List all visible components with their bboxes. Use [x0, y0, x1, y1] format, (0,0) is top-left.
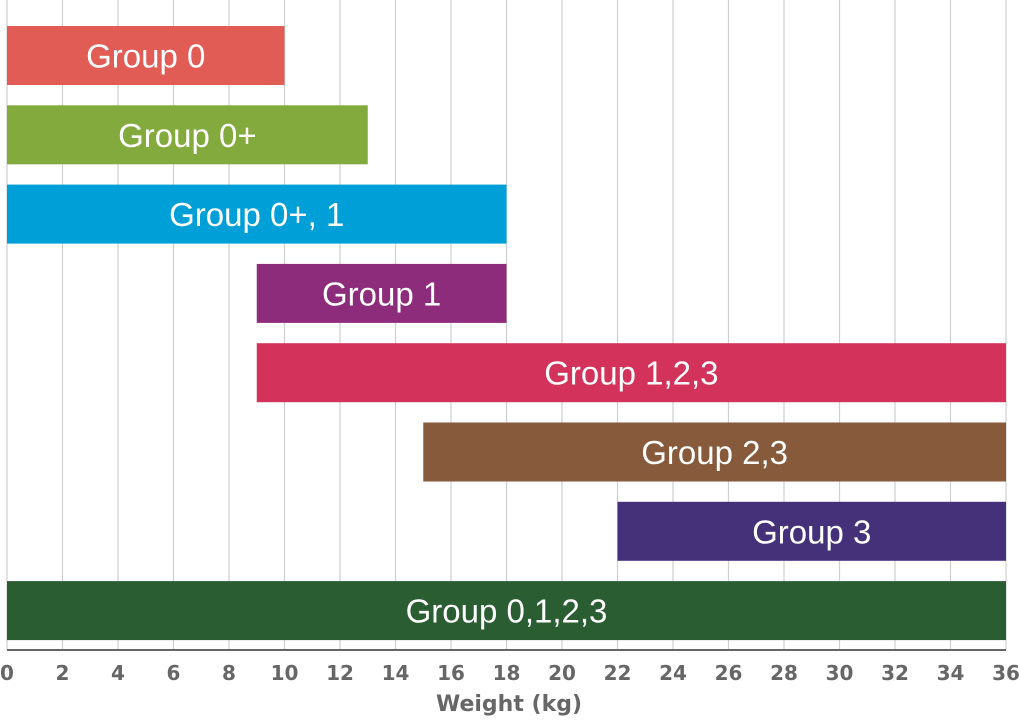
x-tick-label-28: 28: [770, 661, 798, 685]
x-tick-label-26: 26: [715, 661, 743, 685]
x-tick-label-20: 20: [548, 661, 576, 685]
x-tick-label-14: 14: [382, 661, 410, 685]
x-tick-label-4: 4: [111, 661, 125, 685]
x-tick-label-6: 6: [167, 661, 181, 685]
bar-4: [256, 343, 1006, 403]
bar-label-3: Group 1: [322, 275, 441, 312]
x-tick-label-22: 22: [604, 661, 632, 685]
bar-3: [256, 263, 507, 323]
bar-label-2: Group 0+, 1: [169, 196, 344, 233]
x-tick-label-30: 30: [826, 661, 854, 685]
x-tick-label-34: 34: [937, 661, 965, 685]
bar-label-0: Group 0: [86, 38, 205, 75]
bar-7: [7, 581, 1006, 641]
bar-label-7: Group 0,1,2,3: [406, 593, 608, 630]
bar-label-4: Group 1,2,3: [544, 355, 718, 392]
x-tick-label-18: 18: [493, 661, 521, 685]
x-axis-title: Weight (kg): [436, 692, 582, 717]
x-tick-label-12: 12: [326, 661, 354, 685]
x-tick-label-2: 2: [56, 661, 70, 685]
bars: Group 0 Group 0+ Group 0+, 1 Group 1 Group 1…: [7, 26, 1006, 641]
bar-label-1: Group 0+: [118, 117, 257, 154]
x-tick-label-32: 32: [881, 661, 909, 685]
x-tick-label-8: 8: [222, 661, 236, 685]
bar-label-6: Group 3: [752, 513, 871, 550]
x-tick-label-24: 24: [659, 661, 687, 685]
bar-0: [7, 26, 285, 85]
bar-label-5: Group 2,3: [641, 434, 788, 471]
x-tick-label-16: 16: [437, 661, 465, 685]
x-axis: 0 2 4 6 8 10 12 14 16 18 20 22 24 26 28 30 32 34 36: [0, 649, 1020, 685]
bar-1: [7, 105, 368, 165]
bar-6: [617, 501, 1006, 561]
x-tick-label-10: 10: [271, 661, 299, 685]
bar-5: [423, 422, 1006, 482]
x-tick-label-0: 0: [0, 661, 14, 685]
x-tick-label-36: 36: [992, 661, 1020, 685]
bar-2: [7, 184, 507, 244]
